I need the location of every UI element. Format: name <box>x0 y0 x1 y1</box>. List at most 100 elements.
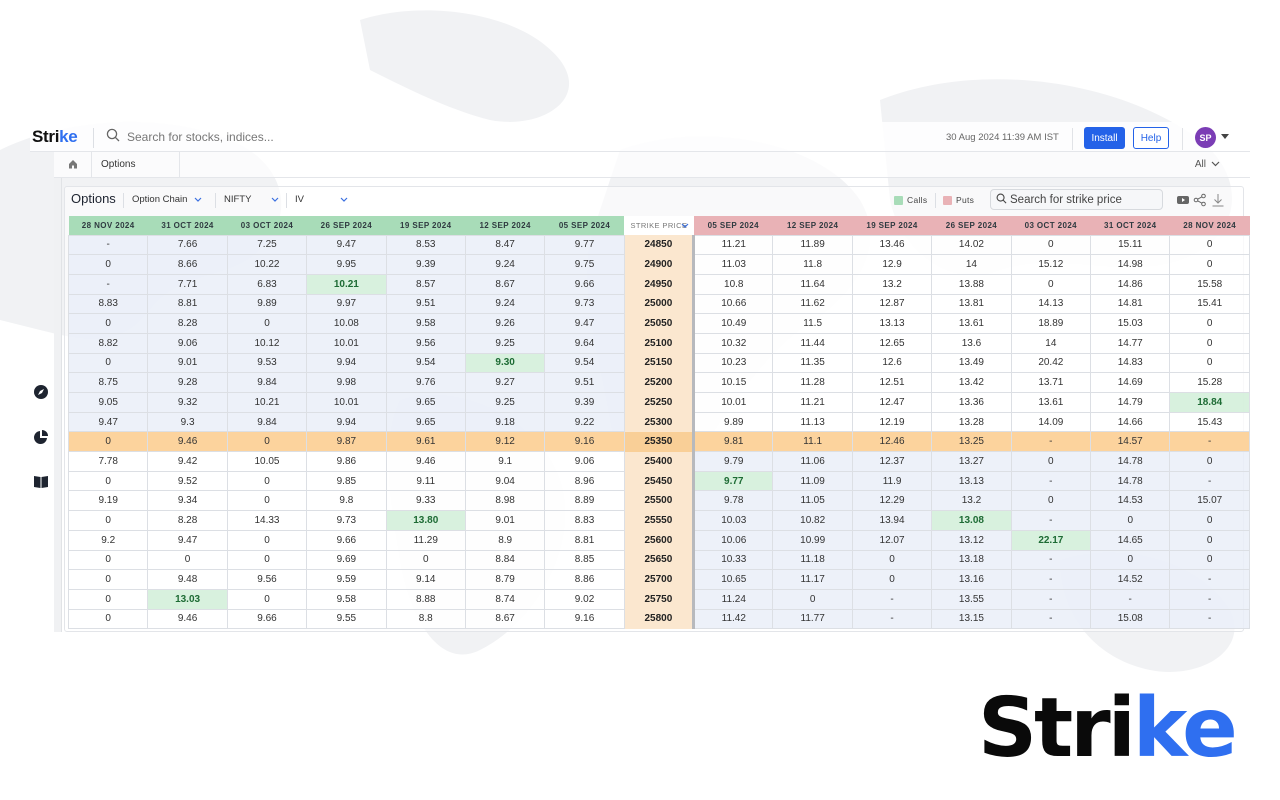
call-iv-cell[interactable]: 9.16 <box>544 608 625 630</box>
call-iv-cell[interactable]: 9.58 <box>306 588 387 610</box>
put-iv-cell[interactable]: 11.62 <box>772 293 853 315</box>
tab-home[interactable] <box>54 152 92 178</box>
call-iv-cell[interactable]: 9.04 <box>464 470 546 492</box>
call-iv-cell[interactable]: 8.53 <box>385 234 466 256</box>
call-iv-cell[interactable]: 9.86 <box>306 451 387 472</box>
put-iv-cell[interactable]: 0 <box>1010 490 1092 512</box>
put-iv-cell[interactable]: 13.71 <box>1010 372 1092 393</box>
call-iv-cell[interactable]: 9.54 <box>544 352 625 374</box>
call-iv-cell[interactable]: 0 <box>67 470 149 492</box>
call-iv-cell[interactable]: 9.73 <box>306 510 387 531</box>
call-iv-cell[interactable]: 9.65 <box>385 411 466 433</box>
strike-price-cell[interactable]: 24950 <box>623 274 696 295</box>
put-iv-cell[interactable]: 15.12 <box>1010 254 1092 275</box>
call-iv-cell[interactable]: 9.53 <box>226 352 308 374</box>
put-iv-cell[interactable]: 15.11 <box>1090 234 1171 256</box>
call-iv-cell[interactable]: 9.51 <box>385 293 466 315</box>
call-iv-cell[interactable]: 9.51 <box>544 372 625 393</box>
call-iv-cell[interactable]: 9.24 <box>464 293 546 315</box>
put-iv-cell[interactable]: 0 <box>1010 234 1092 256</box>
put-iv-cell[interactable]: 10.65 <box>693 569 774 590</box>
put-iv-cell[interactable]: 10.15 <box>693 372 774 393</box>
call-iv-cell[interactable]: 8.86 <box>544 569 625 590</box>
call-iv-cell[interactable]: 7.66 <box>147 234 228 256</box>
put-iv-cell[interactable]: 0 <box>772 588 853 610</box>
call-iv-cell[interactable]: 8.85 <box>544 549 625 571</box>
put-iv-cell[interactable]: 13.42 <box>931 372 1012 393</box>
call-iv-cell[interactable]: 9.16 <box>544 431 625 453</box>
put-iv-cell[interactable]: 9.79 <box>693 451 774 472</box>
put-iv-cell[interactable]: 11.77 <box>772 608 853 630</box>
strike-price-cell[interactable]: 25150 <box>623 353 696 373</box>
put-iv-cell[interactable]: 9.77 <box>693 470 774 492</box>
call-iv-cell[interactable]: 0 <box>226 549 308 571</box>
put-iv-cell[interactable]: 12.6 <box>851 352 933 374</box>
put-iv-cell[interactable]: 11.21 <box>772 392 853 413</box>
put-iv-cell[interactable]: 18.84 <box>1169 392 1250 413</box>
call-iv-cell[interactable]: 0 <box>67 510 149 531</box>
strike-logo[interactable]: Strike <box>32 127 78 146</box>
put-iv-cell[interactable]: 13.25 <box>931 431 1012 453</box>
put-iv-cell[interactable]: 13.18 <box>931 549 1012 571</box>
call-iv-cell[interactable]: 9.12 <box>464 431 546 453</box>
put-iv-cell[interactable]: - <box>1010 510 1092 531</box>
put-iv-cell[interactable]: 13.2 <box>931 490 1012 512</box>
call-iv-cell[interactable]: 9.24 <box>464 254 546 275</box>
call-iv-cell[interactable]: 9.59 <box>306 569 387 590</box>
put-expiry-header[interactable]: 05 SEP 2024 <box>693 216 773 235</box>
put-iv-cell[interactable]: 14.81 <box>1090 293 1171 315</box>
put-iv-cell[interactable]: 14.77 <box>1090 332 1171 354</box>
put-iv-cell[interactable]: 10.33 <box>693 549 774 571</box>
call-iv-cell[interactable]: 9.84 <box>226 372 308 393</box>
call-iv-cell[interactable]: 9.64 <box>544 332 625 354</box>
call-iv-cell[interactable]: 8.88 <box>385 588 466 610</box>
put-iv-cell[interactable]: 0 <box>1090 510 1171 531</box>
put-iv-cell[interactable]: 15.41 <box>1169 293 1250 315</box>
call-iv-cell[interactable]: 9.3 <box>147 411 228 433</box>
call-iv-cell[interactable]: 10.21 <box>226 392 308 413</box>
call-iv-cell[interactable]: 9.46 <box>385 451 466 472</box>
call-iv-cell[interactable]: 0 <box>226 588 308 610</box>
call-iv-cell[interactable]: 8.8 <box>385 608 466 630</box>
call-iv-cell[interactable]: 9.48 <box>147 569 228 590</box>
put-iv-cell[interactable]: - <box>1169 569 1250 590</box>
call-iv-cell[interactable]: 9.39 <box>385 254 466 275</box>
put-iv-cell[interactable]: 11.64 <box>772 273 853 295</box>
strike-price-cell[interactable]: 25550 <box>623 510 696 531</box>
put-iv-cell[interactable]: 0 <box>1169 510 1250 531</box>
put-iv-cell[interactable]: - <box>1169 470 1250 492</box>
call-iv-cell[interactable]: 8.75 <box>67 372 149 393</box>
call-iv-cell[interactable]: 9.11 <box>385 470 466 492</box>
strike-price-cell[interactable]: 25250 <box>623 392 696 413</box>
put-iv-cell[interactable]: - <box>1169 431 1250 453</box>
call-iv-cell[interactable]: 7.25 <box>226 234 308 256</box>
call-iv-cell[interactable]: 9.94 <box>306 352 387 374</box>
put-iv-cell[interactable]: 11.17 <box>772 569 853 590</box>
put-iv-cell[interactable]: 0 <box>851 549 933 571</box>
call-iv-cell[interactable]: 9.05 <box>67 392 149 413</box>
call-expiry-header[interactable]: 03 OCT 2024 <box>227 216 307 235</box>
put-iv-cell[interactable]: 12.51 <box>851 372 933 393</box>
call-iv-cell[interactable]: 0 <box>226 431 308 453</box>
call-iv-cell[interactable]: 9.46 <box>147 608 228 630</box>
put-iv-cell[interactable]: - <box>1010 588 1092 610</box>
put-expiry-header[interactable]: 31 OCT 2024 <box>1090 216 1170 235</box>
call-iv-cell[interactable]: 8.28 <box>147 313 228 334</box>
put-iv-cell[interactable]: 12.47 <box>851 392 933 413</box>
put-iv-cell[interactable]: 10.8 <box>693 273 774 295</box>
call-expiry-header[interactable]: 28 NOV 2024 <box>68 216 148 235</box>
call-iv-cell[interactable]: 8.82 <box>67 332 149 354</box>
call-iv-cell[interactable]: 9.69 <box>306 549 387 571</box>
call-iv-cell[interactable]: 0 <box>226 470 308 492</box>
call-iv-cell[interactable]: 9.54 <box>385 352 466 374</box>
call-iv-cell[interactable]: 9.66 <box>544 273 625 295</box>
call-iv-cell[interactable]: 0 <box>67 608 149 630</box>
call-iv-cell[interactable]: 9.85 <box>306 470 387 492</box>
call-iv-cell[interactable]: 10.12 <box>226 332 308 354</box>
put-iv-cell[interactable]: 13.46 <box>851 234 933 256</box>
call-iv-cell[interactable]: 8.67 <box>464 273 546 295</box>
put-iv-cell[interactable]: 10.03 <box>693 510 774 531</box>
compass-icon[interactable] <box>33 384 49 400</box>
strike-price-cell[interactable]: 25650 <box>623 550 696 570</box>
call-expiry-header[interactable]: 31 OCT 2024 <box>147 216 228 235</box>
